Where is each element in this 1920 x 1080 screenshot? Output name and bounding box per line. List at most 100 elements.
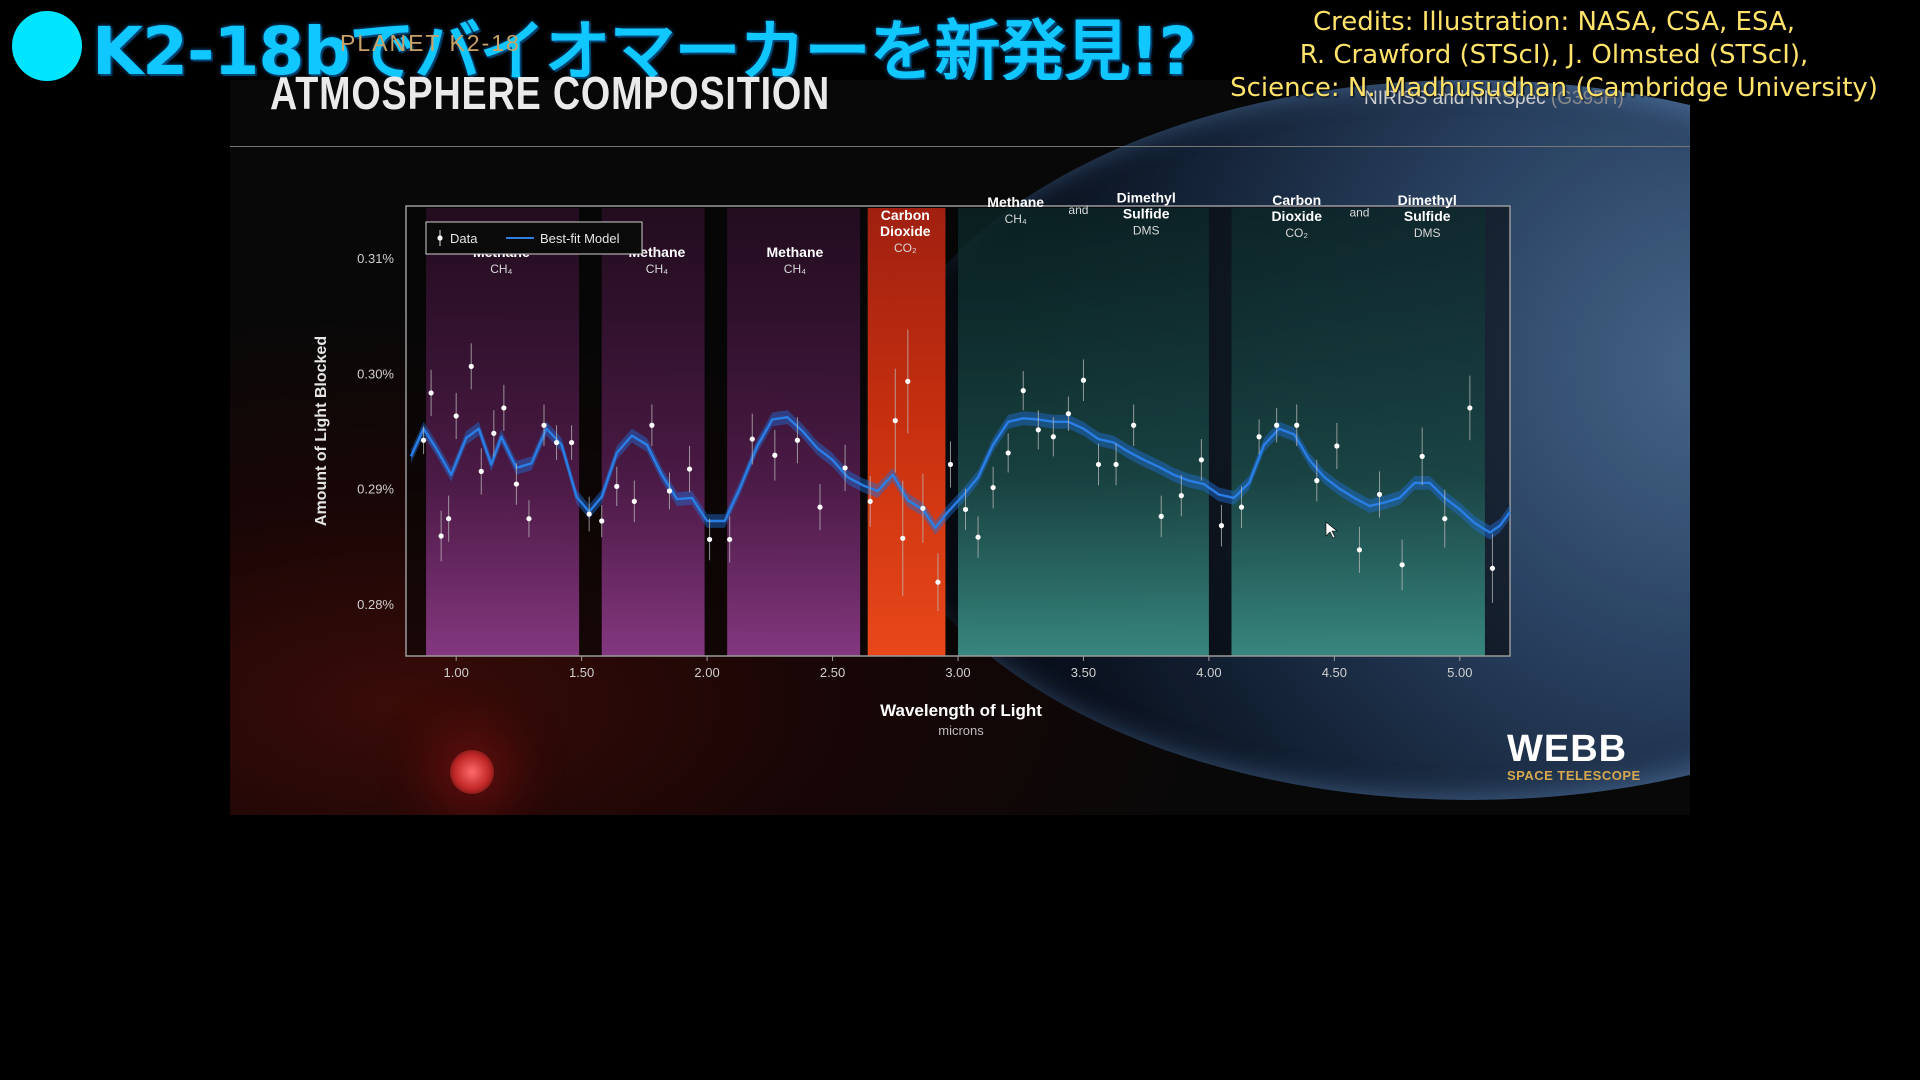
data-marker-43 xyxy=(1065,411,1071,417)
legend-data-marker xyxy=(437,235,443,241)
band-label-10-line-2: Sulfide xyxy=(1404,208,1451,224)
data-marker-10 xyxy=(513,481,520,487)
data-marker-41 xyxy=(1035,427,1041,433)
band-label-2-formula: CH₄ xyxy=(646,262,668,276)
data-marker-9 xyxy=(501,405,507,411)
webb-logo: WEBB SPACE TELESCOPE xyxy=(1507,730,1641,783)
data-marker-50 xyxy=(1198,457,1204,463)
credits-line-3: Science: N. Madhusudhan (Cambridge Unive… xyxy=(1230,73,1878,103)
data-marker-32 xyxy=(905,378,911,384)
data-marker-12 xyxy=(541,422,547,428)
data-point-54 xyxy=(1274,407,1280,443)
data-marker-2 xyxy=(428,390,434,396)
dms-band-5 xyxy=(958,208,1209,656)
data-marker-55 xyxy=(1294,422,1300,428)
model-line xyxy=(409,416,1511,534)
data-point-9 xyxy=(501,384,507,431)
band-label-1-formula: CH₄ xyxy=(490,262,512,276)
data-point-40 xyxy=(1020,371,1026,411)
data-point-26 xyxy=(794,417,801,464)
data-marker-3 xyxy=(438,533,444,539)
data-marker-7 xyxy=(478,468,484,474)
data-marker-37 xyxy=(975,534,981,540)
y-axis-ticks: 0.28% 0.29% 0.30% 0.31% xyxy=(357,251,394,612)
x-axis-label: Wavelength of Light xyxy=(880,701,1042,720)
data-marker-31 xyxy=(900,535,906,541)
data-marker-47 xyxy=(1131,422,1137,428)
data-point-58 xyxy=(1356,526,1363,573)
data-point-22 xyxy=(707,518,713,561)
data-point-33 xyxy=(920,473,926,543)
band-label-5-line-1: Methane xyxy=(987,194,1044,210)
data-point-47 xyxy=(1131,404,1137,446)
data-point-8 xyxy=(491,410,497,457)
data-marker-38 xyxy=(990,484,996,491)
red-dwarf-star-illustration xyxy=(450,750,494,794)
data-point-63 xyxy=(1467,375,1473,441)
band-label-4-line-1: Carbon xyxy=(881,207,930,223)
data-point-32 xyxy=(905,329,911,434)
data-point-29 xyxy=(867,476,873,527)
data-point-2 xyxy=(428,369,434,416)
instrument-mode: (G395H) xyxy=(1550,88,1624,109)
x-tick-label-3: 2.00 xyxy=(694,665,719,680)
data-point-10 xyxy=(513,463,520,505)
band-label-3-line-1: Methane xyxy=(767,244,824,260)
x-axis-unit: microns xyxy=(938,723,984,738)
data-marker-49 xyxy=(1178,493,1184,499)
data-marker-27 xyxy=(817,504,823,510)
mouse-cursor-icon xyxy=(1325,521,1338,539)
methane-band-3 xyxy=(727,208,861,656)
data-point-46 xyxy=(1113,443,1119,486)
data-point-48 xyxy=(1158,495,1164,538)
data-point-51 xyxy=(1218,504,1225,547)
data-marker-59 xyxy=(1376,491,1383,498)
data-marker-11 xyxy=(526,516,532,522)
data-point-4 xyxy=(446,495,452,542)
band-label-8-formula: CO₂ xyxy=(1285,226,1308,240)
data-point-53 xyxy=(1256,419,1262,455)
data-marker-61 xyxy=(1419,453,1425,459)
data-point-43 xyxy=(1065,396,1071,431)
data-point-60 xyxy=(1399,539,1405,591)
data-point-24 xyxy=(749,413,755,465)
x-tick-label-9: 5.00 xyxy=(1447,665,1472,680)
y-tick-label-3: 0.30% xyxy=(357,366,394,381)
data-marker-57 xyxy=(1334,443,1340,449)
caption-text: K2-18bでバイオマーカーを新発見!? xyxy=(92,13,1197,90)
data-point-21 xyxy=(686,446,693,493)
data-marker-20 xyxy=(666,488,673,494)
band-label-10-formula: DMS xyxy=(1414,226,1441,240)
data-marker-42 xyxy=(1050,434,1056,440)
y-tick-label-1: 0.28% xyxy=(357,597,394,612)
dms-band-6 xyxy=(1231,208,1485,656)
data-marker-36 xyxy=(962,506,969,513)
data-point-45 xyxy=(1095,443,1102,486)
band-label-9-line-1: and xyxy=(1349,205,1369,219)
data-marker-19 xyxy=(649,422,655,428)
data-point-41 xyxy=(1035,410,1041,450)
x-tick-label-5: 3.00 xyxy=(945,665,970,680)
band-label-8-line-1: Carbon xyxy=(1272,192,1321,208)
data-marker-63 xyxy=(1467,405,1473,411)
data-point-15 xyxy=(586,496,592,532)
data-point-59 xyxy=(1376,471,1383,518)
data-point-23 xyxy=(727,516,733,563)
data-point-14 xyxy=(569,425,575,460)
data-marker-1 xyxy=(420,437,427,443)
header-divider xyxy=(230,146,1690,147)
data-point-16 xyxy=(599,504,605,538)
data-marker-22 xyxy=(707,536,713,543)
data-marker-18 xyxy=(631,498,637,504)
x-tick-label-2: 1.50 xyxy=(569,665,594,680)
data-point-37 xyxy=(975,516,981,558)
data-marker-28 xyxy=(842,465,848,471)
molecule-bands xyxy=(426,208,1485,656)
data-marker-62 xyxy=(1442,516,1448,522)
data-point-61 xyxy=(1419,427,1425,486)
data-point-20 xyxy=(666,472,673,510)
data-point-44 xyxy=(1080,359,1087,401)
image-credits: Credits: Illustration: NASA, CSA, ESA, R… xyxy=(1194,6,1914,105)
data-marker-45 xyxy=(1095,461,1102,468)
data-point-31 xyxy=(900,480,906,596)
